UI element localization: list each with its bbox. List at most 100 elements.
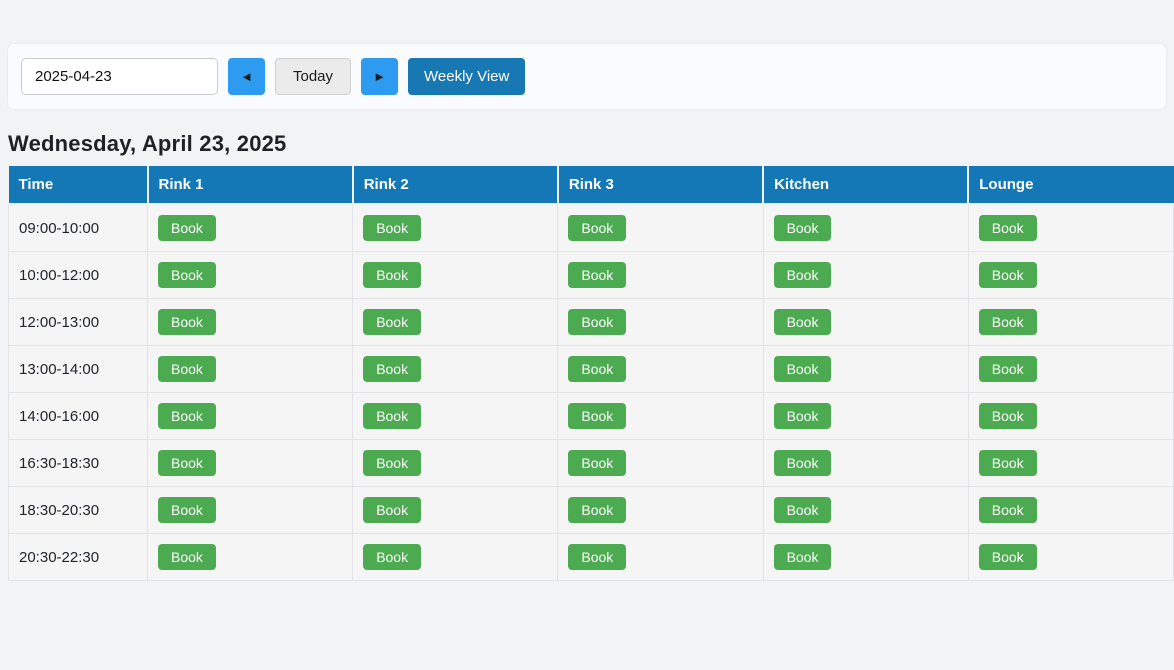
column-header-time: Time: [8, 166, 148, 205]
book-button[interactable]: Book: [568, 450, 627, 476]
book-button[interactable]: Book: [158, 497, 216, 523]
booking-toolbar: ◄ Today ► Weekly View: [8, 44, 1166, 109]
booking-cell: Book: [352, 345, 559, 393]
booking-cell: Book: [762, 298, 969, 346]
weekly-view-button[interactable]: Weekly View: [408, 58, 526, 95]
booking-cell: Book: [762, 533, 969, 581]
book-button[interactable]: Book: [158, 356, 216, 382]
today-button[interactable]: Today: [275, 58, 352, 95]
time-slot-cell: 13:00-14:00: [8, 345, 148, 393]
booking-cell: Book: [762, 203, 969, 252]
book-button[interactable]: Book: [978, 215, 1037, 241]
booking-cell: Book: [762, 345, 969, 393]
booking-cell: Book: [557, 486, 764, 534]
booking-cell: Book: [146, 486, 354, 534]
book-button[interactable]: Book: [568, 544, 627, 570]
booking-cell: Book: [762, 486, 969, 534]
booking-cell: Book: [557, 533, 764, 581]
book-button[interactable]: Book: [568, 356, 627, 382]
book-button[interactable]: Book: [773, 544, 832, 570]
book-button[interactable]: Book: [773, 262, 832, 288]
booking-cell: Book: [967, 203, 1174, 252]
schedule-table-body: 09:00-10:00 Book Book Book Book Book 10:00-12:…: [8, 203, 1174, 581]
booking-cell: Book: [967, 533, 1174, 581]
book-button[interactable]: Book: [363, 450, 422, 476]
date-input[interactable]: [21, 58, 218, 95]
booking-cell: Book: [146, 439, 354, 487]
next-day-button[interactable]: ►: [361, 58, 399, 95]
booking-cell: Book: [762, 251, 969, 299]
right-arrow-icon: ►: [373, 69, 386, 84]
book-button[interactable]: Book: [978, 403, 1037, 429]
book-button[interactable]: Book: [158, 450, 216, 476]
book-button[interactable]: Book: [978, 356, 1037, 382]
booking-cell: Book: [557, 203, 764, 252]
booking-cell: Book: [967, 345, 1174, 393]
booking-cell: Book: [146, 345, 354, 393]
book-button[interactable]: Book: [158, 544, 216, 570]
time-slot-cell: 10:00-12:00: [8, 251, 148, 299]
book-button[interactable]: Book: [568, 262, 627, 288]
book-button[interactable]: Book: [773, 309, 832, 335]
book-button[interactable]: Book: [978, 262, 1037, 288]
booking-cell: Book: [352, 533, 559, 581]
book-button[interactable]: Book: [363, 215, 422, 241]
column-header-rink-1: Rink 1: [146, 166, 353, 205]
book-button[interactable]: Book: [363, 309, 422, 335]
book-button[interactable]: Book: [158, 403, 216, 429]
booking-cell: Book: [352, 486, 559, 534]
book-button[interactable]: Book: [158, 309, 216, 335]
time-slot-row: 10:00-12:00 Book Book Book Book Book: [8, 251, 1174, 299]
booking-cell: Book: [557, 392, 764, 440]
day-title: Wednesday, April 23, 2025: [8, 131, 287, 156]
book-button[interactable]: Book: [978, 497, 1037, 523]
time-slot-row: 20:30-22:30 Book Book Book Book Book: [8, 533, 1174, 581]
booking-cell: Book: [352, 203, 559, 252]
time-slot-cell: 18:30-20:30: [8, 486, 148, 534]
book-button[interactable]: Book: [568, 215, 627, 241]
booking-cell: Book: [762, 439, 969, 487]
booking-cell: Book: [967, 486, 1174, 534]
book-button[interactable]: Book: [568, 309, 627, 335]
book-button[interactable]: Book: [773, 356, 832, 382]
left-arrow-icon: ◄: [240, 69, 253, 84]
book-button[interactable]: Book: [568, 403, 627, 429]
booking-cell: Book: [352, 251, 559, 299]
time-slot-row: 14:00-16:00 Book Book Book Book Book: [8, 392, 1174, 440]
book-button[interactable]: Book: [978, 309, 1037, 335]
book-button[interactable]: Book: [568, 497, 627, 523]
book-button[interactable]: Book: [363, 403, 422, 429]
time-slot-cell: 14:00-16:00: [8, 392, 148, 440]
booking-cell: Book: [967, 298, 1174, 346]
book-button[interactable]: Book: [773, 403, 832, 429]
booking-cell: Book: [557, 298, 764, 346]
schedule-header-row: Time Rink 1 Rink 2 Rink 3 Kitchen Lounge: [8, 166, 1174, 205]
booking-cell: Book: [967, 251, 1174, 299]
booking-cell: Book: [146, 251, 354, 299]
book-button[interactable]: Book: [158, 215, 216, 241]
book-button[interactable]: Book: [978, 450, 1037, 476]
column-header-lounge: Lounge: [967, 166, 1174, 205]
time-slot-cell: 16:30-18:30: [8, 439, 148, 487]
book-button[interactable]: Book: [773, 450, 832, 476]
time-slot-row: 16:30-18:30 Book Book Book Book Book: [8, 439, 1174, 487]
time-slot-row: 13:00-14:00 Book Book Book Book Book: [8, 345, 1174, 393]
column-header-rink-3: Rink 3: [556, 166, 764, 205]
previous-day-button[interactable]: ◄: [228, 58, 265, 95]
booking-cell: Book: [557, 345, 764, 393]
today-button-label: Today: [293, 68, 334, 85]
book-button[interactable]: Book: [978, 544, 1037, 570]
book-button[interactable]: Book: [363, 356, 422, 382]
book-button[interactable]: Book: [773, 497, 832, 523]
column-header-rink-2: Rink 2: [351, 166, 558, 205]
schedule-table: Time Rink 1 Rink 2 Rink 3 Kitchen Lounge 09:0…: [8, 166, 1174, 581]
time-slot-cell: 09:00-10:00: [8, 203, 148, 252]
book-button[interactable]: Book: [158, 262, 216, 288]
book-button[interactable]: Book: [363, 497, 422, 523]
booking-cell: Book: [146, 203, 354, 252]
book-button[interactable]: Book: [363, 544, 422, 570]
book-button[interactable]: Book: [773, 215, 832, 241]
time-slot-row: 12:00-13:00 Book Book Book Book Book: [8, 298, 1174, 346]
booking-cell: Book: [352, 298, 559, 346]
book-button[interactable]: Book: [363, 262, 422, 288]
